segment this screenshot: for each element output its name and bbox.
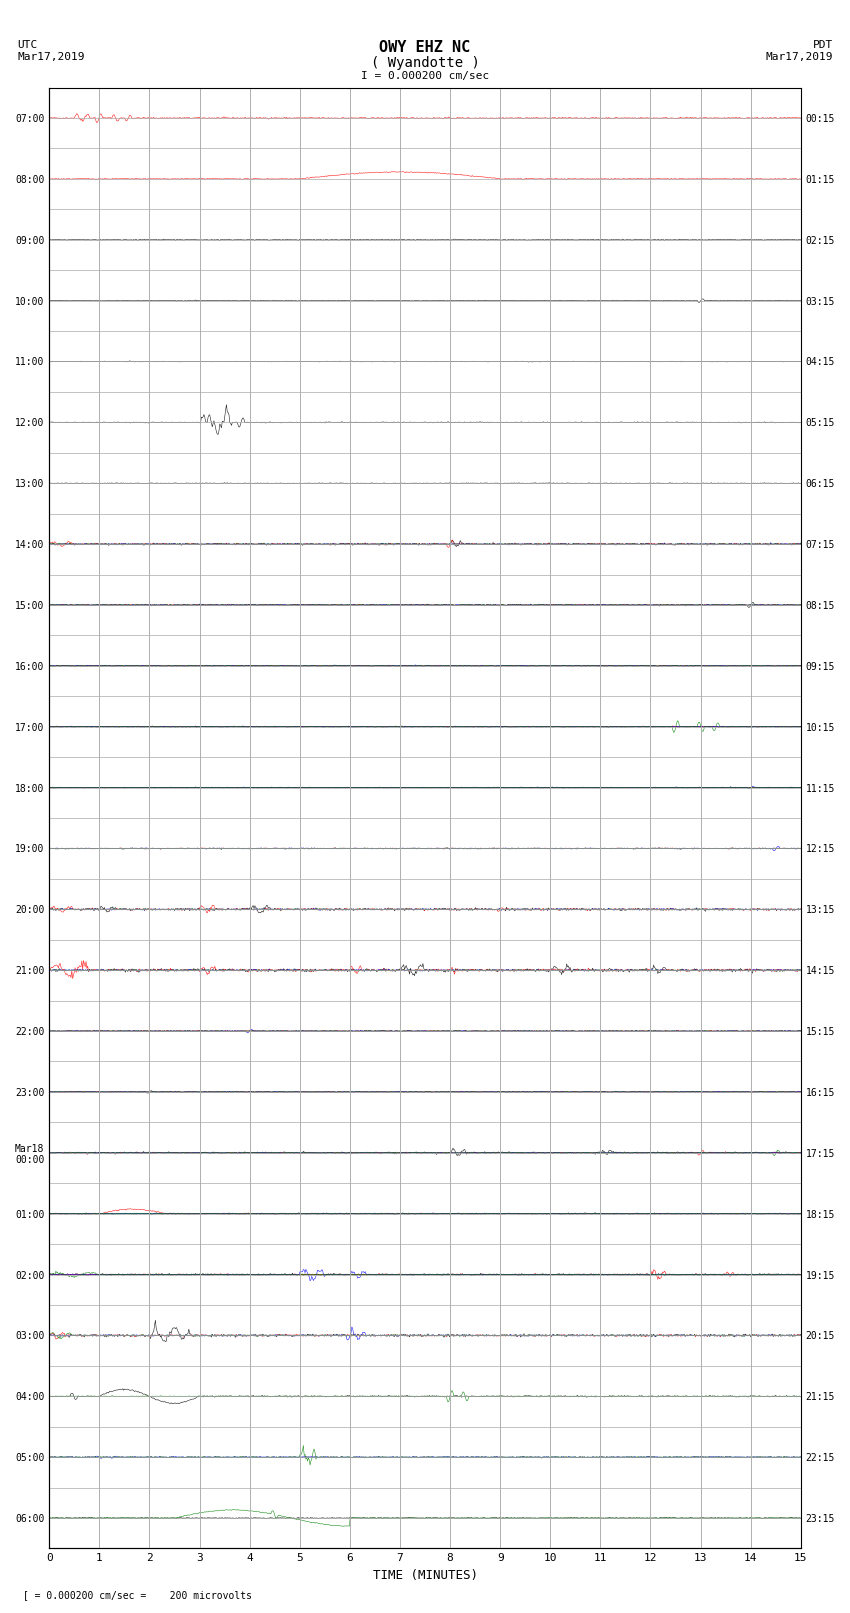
Text: [ = 0.000200 cm/sec =    200 microvolts: [ = 0.000200 cm/sec = 200 microvolts bbox=[17, 1590, 252, 1600]
Text: PDT
Mar17,2019: PDT Mar17,2019 bbox=[766, 40, 833, 61]
X-axis label: TIME (MINUTES): TIME (MINUTES) bbox=[372, 1569, 478, 1582]
Text: UTC
Mar17,2019: UTC Mar17,2019 bbox=[17, 40, 84, 61]
Text: OWY EHZ NC: OWY EHZ NC bbox=[379, 40, 471, 55]
Text: ( Wyandotte ): ( Wyandotte ) bbox=[371, 56, 479, 71]
Text: I = 0.000200 cm/sec: I = 0.000200 cm/sec bbox=[361, 71, 489, 81]
